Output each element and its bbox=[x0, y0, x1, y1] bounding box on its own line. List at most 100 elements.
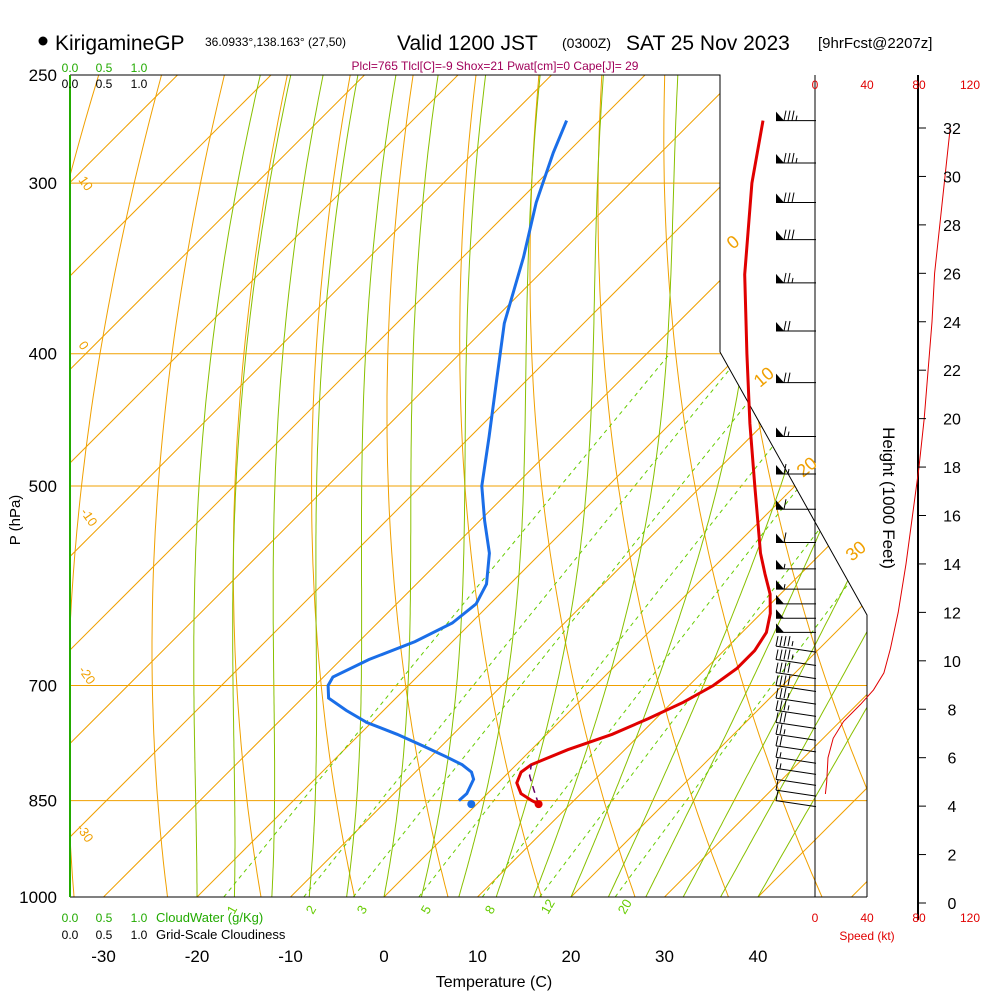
speed-tick-label-top: 80 bbox=[912, 78, 926, 92]
wind-barb-flag bbox=[776, 758, 778, 768]
temperature-tick-label: -20 bbox=[185, 947, 210, 966]
header: KirigamineGP 36.0933°,138.163° (27,50) V… bbox=[39, 32, 933, 73]
wind-barb bbox=[776, 533, 816, 543]
mixing-ratio-label: 2 bbox=[303, 903, 320, 917]
wind-barb-pennant bbox=[776, 322, 784, 331]
mixing-ratio-line bbox=[353, 354, 787, 897]
height-tick-label: 12 bbox=[943, 605, 961, 622]
dewpoint-profile-line bbox=[328, 121, 566, 801]
wind-barb-flag bbox=[788, 273, 790, 283]
wind-barb-flag bbox=[784, 712, 786, 722]
pressure-tick-label: 1000 bbox=[19, 888, 57, 907]
mixing-ratio-line bbox=[482, 354, 903, 897]
wind-barb-half-flag bbox=[796, 116, 797, 121]
height-tick-label: 24 bbox=[943, 315, 961, 332]
wind-barb-pennant bbox=[776, 595, 784, 604]
wind-barb-flag bbox=[784, 373, 786, 383]
wind-barb-flag bbox=[776, 747, 778, 757]
dry-adiabat-label: 10 bbox=[76, 173, 97, 193]
isobar-lines bbox=[70, 75, 867, 897]
wind-barb-flag bbox=[776, 676, 778, 686]
wind-barb-staff bbox=[776, 757, 816, 763]
pressure-tick-label: 850 bbox=[29, 792, 57, 811]
wind-barb-pennant bbox=[776, 465, 784, 474]
wind-barb-pennant bbox=[776, 560, 784, 569]
temperature-tick-label: -10 bbox=[278, 947, 303, 966]
height-tick-label: 20 bbox=[943, 412, 961, 429]
wind-barb-flag bbox=[784, 230, 786, 240]
dry-adiabat-line bbox=[916, 75, 1000, 897]
height-tick-label: 22 bbox=[943, 363, 961, 380]
pressure-tick-label: 300 bbox=[29, 174, 57, 193]
wind-barb-flag bbox=[780, 636, 782, 646]
speed-tick-label-bottom: 80 bbox=[912, 911, 926, 925]
wind-barb-pennant bbox=[776, 154, 784, 163]
dry-adiabat-label: -30 bbox=[74, 821, 97, 845]
wind-barb-flag bbox=[788, 650, 790, 660]
height-tick-label: 16 bbox=[943, 509, 961, 526]
dry-adiabat-line bbox=[853, 75, 1000, 897]
speed-tick-label-bottom: 40 bbox=[860, 911, 874, 925]
parcel-path-line bbox=[530, 765, 539, 804]
wind-barb-flag bbox=[780, 676, 782, 686]
wind-barb-flag bbox=[784, 650, 786, 660]
wind-barb-flag bbox=[776, 769, 778, 779]
wind-barb-half-flag bbox=[788, 693, 789, 698]
cloud-water-tick-top: 0.0 bbox=[62, 61, 79, 75]
temperature-tick-label: 10 bbox=[468, 947, 487, 966]
height-tick-label: 32 bbox=[943, 121, 961, 138]
zulu-time: (0300Z) bbox=[562, 35, 611, 51]
saturated-adiabat-label: 30 bbox=[842, 537, 870, 565]
wind-barb-half-flag bbox=[780, 752, 781, 757]
wind-barb-flag bbox=[788, 321, 790, 331]
wind-barb-half-flag bbox=[780, 763, 781, 768]
height-tick-label: 10 bbox=[943, 654, 961, 671]
temperature-tick-label: 40 bbox=[749, 947, 768, 966]
mixing-ratio-line bbox=[615, 354, 1000, 897]
wind-barb-flag bbox=[788, 636, 790, 646]
cloud-water-tick-top: 1.0 bbox=[131, 61, 148, 75]
wind-barb-staff bbox=[776, 779, 816, 785]
cloudiness-tick-top: 0.0 bbox=[62, 77, 79, 91]
dry-adiabat-label: -10 bbox=[78, 505, 101, 529]
wind-barb-flag bbox=[788, 373, 790, 383]
wind-barb-flag bbox=[776, 700, 778, 710]
dry-adiabat-label: -20 bbox=[76, 663, 99, 687]
wind-barb-flag bbox=[776, 650, 778, 660]
wind-barb-staff bbox=[776, 801, 816, 807]
wind-barb-flag bbox=[792, 153, 794, 163]
cloud-water-tick-bottom: 0.0 bbox=[62, 911, 79, 925]
speed-tick-label-top: 0 bbox=[812, 78, 819, 92]
wind-barb bbox=[776, 321, 816, 331]
wind-barb-pennant bbox=[776, 231, 784, 240]
wind-barb-flag bbox=[784, 663, 786, 673]
height-tick-label: 2 bbox=[948, 848, 957, 865]
wind-barb-pennant bbox=[776, 374, 784, 383]
surface-dewpoint-point bbox=[467, 800, 475, 808]
station-dot-icon bbox=[39, 37, 48, 46]
wind-barb-flag bbox=[792, 193, 794, 203]
mixing-ratio-label: 20 bbox=[615, 896, 635, 916]
speed-tick-label-bottom: 120 bbox=[960, 911, 980, 925]
cloud-water-tick-bottom: 1.0 bbox=[131, 911, 148, 925]
wind-barb-staff bbox=[776, 790, 816, 796]
wind-barb-flag bbox=[792, 230, 794, 240]
wind-barb-flag bbox=[788, 111, 790, 121]
wind-barb-flag bbox=[784, 153, 786, 163]
station-coords: 36.0933°,138.163° (27,50) bbox=[205, 35, 346, 49]
wind-barb bbox=[776, 153, 816, 163]
saturated-adiabat-label: 10 bbox=[750, 363, 778, 391]
wind-barb-flag bbox=[784, 427, 786, 437]
valid-time: Valid 1200 JST bbox=[397, 32, 538, 55]
wind-barb-half-flag bbox=[788, 705, 789, 710]
cloud-water-title: CloudWater (g/Kg) bbox=[156, 910, 263, 925]
wind-barb-half-flag bbox=[796, 158, 797, 163]
wind-barb bbox=[776, 273, 816, 283]
wind-barb bbox=[776, 736, 816, 752]
cloud-water-tick-top: 0.5 bbox=[96, 61, 113, 75]
wind-barb-half-flag bbox=[784, 584, 785, 589]
wind-barb bbox=[776, 193, 816, 203]
